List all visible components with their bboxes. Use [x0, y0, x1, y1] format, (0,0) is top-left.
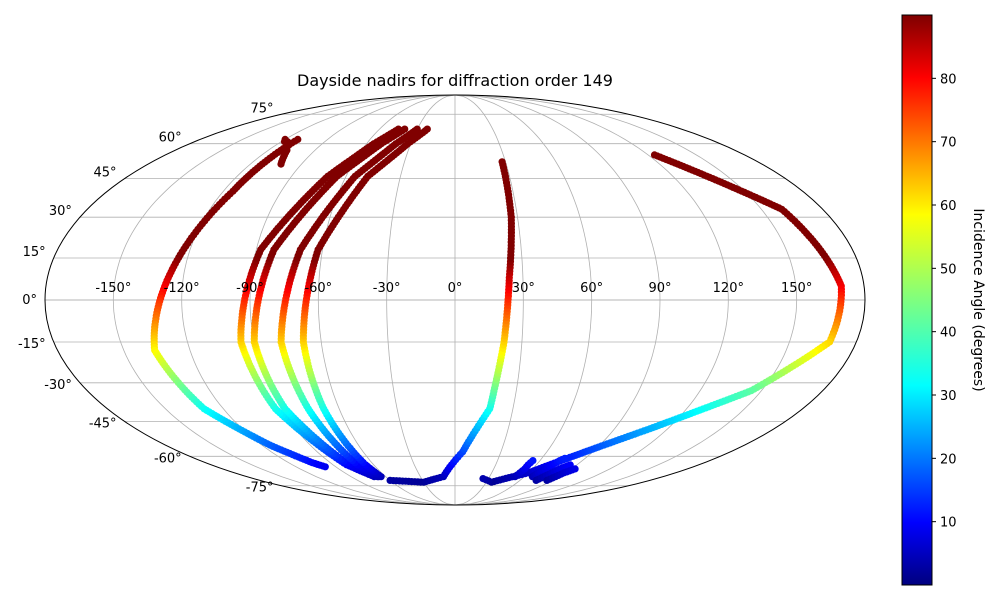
data-point: [479, 475, 487, 483]
y-tick-label: 60°: [159, 131, 182, 146]
colorbar-tick-label: 40: [940, 326, 957, 341]
x-tick-label: 150°: [781, 281, 812, 296]
data-point: [561, 454, 569, 462]
colorbar-tick-label: 10: [940, 516, 957, 531]
x-tick-label: -60°: [304, 281, 332, 296]
x-tick-label: 120°: [713, 281, 744, 296]
data-point: [413, 125, 421, 133]
colorbar-ticks: 10 20 30 40 50 60 70 80: [932, 72, 957, 531]
chart-title: Dayside nadirs for diffraction order 149: [297, 71, 613, 90]
colorbar-tick-label: 20: [940, 452, 957, 467]
colorbar-label: Incidence Angle (degrees): [970, 208, 986, 391]
y-tick-label: -15°: [18, 337, 46, 352]
x-tick-label: -120°: [164, 281, 200, 296]
x-tick-label: -30°: [373, 281, 401, 296]
colorbar-tick-label: 80: [940, 72, 957, 87]
y-tick-label: -60°: [154, 451, 182, 466]
x-tick-label: 90°: [648, 281, 671, 296]
data-points: [150, 125, 846, 486]
data-point: [423, 125, 431, 133]
x-tick-label: -150°: [95, 281, 131, 296]
y-tick-label: 15°: [23, 245, 46, 260]
data-point: [277, 160, 285, 168]
colorbar-tick-label: 50: [940, 262, 957, 277]
map-outline: [44, 94, 866, 506]
x-tick-label: 30°: [512, 281, 535, 296]
colorbar: [901, 14, 933, 586]
colorbar-tick-label: 30: [940, 389, 957, 404]
y-tick-label: 45°: [94, 166, 117, 181]
data-point: [321, 463, 329, 471]
colorbar-tick-label: 60: [940, 199, 957, 214]
data-point: [498, 158, 506, 166]
x-tick-label: 60°: [580, 281, 603, 296]
y-tick-label: 30°: [49, 204, 72, 219]
data-point: [571, 465, 579, 473]
y-tick-label: 0°: [22, 293, 37, 308]
y-tick-label: -45°: [89, 416, 117, 431]
longitude-tick-labels: -150° -120° -90° -60° -30° 0° 30° 60° 90° 120° 150…: [95, 281, 812, 296]
y-tick-label: 75°: [250, 101, 273, 116]
colorbar-tick-label: 70: [940, 136, 957, 151]
x-tick-label: 0°: [448, 281, 463, 296]
grid-lines: [45, 95, 865, 505]
data-point: [529, 457, 537, 465]
y-tick-label: -75°: [246, 481, 274, 496]
data-point: [401, 125, 409, 133]
y-tick-label: -30°: [44, 378, 72, 393]
latitude-tick-labels: 75° 60° 45° 30° 15° 0° -15° -30° -45° -60° -75°: [18, 101, 274, 495]
x-tick-label: -90°: [236, 281, 264, 296]
